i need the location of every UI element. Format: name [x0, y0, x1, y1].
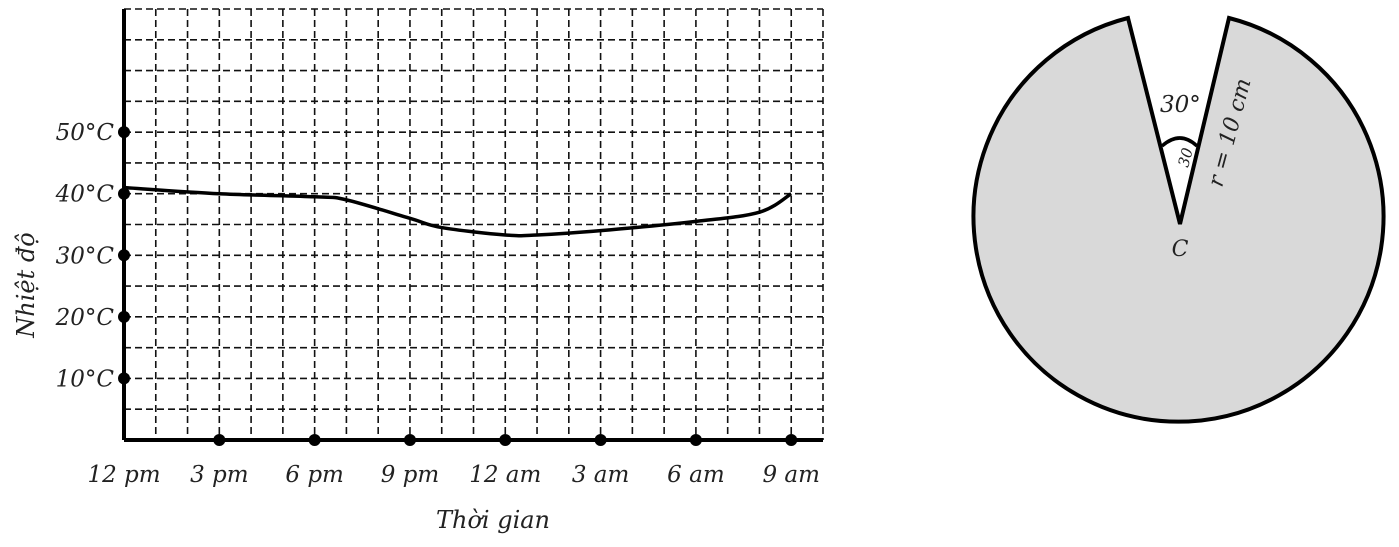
temperature-chart: 10°C 20°C 30°C 40°C 50°C 12 pm 3 pm 6 pm 9 pm 12 … — [12, 8, 824, 534]
x-tick-label: 3 pm — [190, 462, 248, 488]
x-tick-label: 12 pm — [87, 462, 160, 488]
y-tick-dot — [118, 372, 130, 385]
x-tick-dot — [785, 434, 798, 446]
y-tick-dot — [118, 126, 130, 139]
x-tick-label: 9 am — [762, 462, 819, 488]
x-tick-label: 9 pm — [381, 462, 439, 488]
x-tick-label: 12 am — [469, 462, 541, 488]
y-tick-label: 20°C — [55, 305, 115, 331]
circle-sector-shape — [971, 15, 1386, 424]
chart-grid — [124, 8, 824, 440]
x-tick-dot — [499, 434, 512, 446]
y-tick-label: 10°C — [56, 366, 115, 392]
x-tick-label: 6 am — [667, 462, 724, 488]
y-tick-label: 50°C — [56, 120, 115, 146]
sector-figure: 30° 30 r = 10 cm C — [971, 15, 1386, 424]
y-axis-title: Nhiệt độ — [12, 232, 40, 338]
y-tick-label: 40°C — [55, 182, 115, 208]
x-tick-dot — [689, 434, 702, 446]
y-tick-dot — [118, 310, 130, 323]
y-tick-dot — [118, 187, 130, 200]
y-tick-label: 30°C — [56, 243, 115, 269]
x-tick-dot — [403, 434, 416, 446]
x-tick-dot — [594, 434, 607, 446]
x-tick-dot — [308, 434, 321, 446]
angle-arc — [1160, 136, 1199, 148]
x-axis-title: Thời gian — [436, 506, 550, 534]
y-tick-dot — [118, 249, 130, 262]
series-line-temperature — [123, 185, 793, 238]
small-angle-label: 30 — [1174, 145, 1196, 169]
center-label: C — [1172, 237, 1189, 262]
x-tick-label: 6 pm — [285, 462, 343, 488]
x-tick-label: 3 am — [572, 462, 629, 488]
x-tick-dot — [213, 434, 226, 446]
angle-label: 30° — [1160, 92, 1201, 118]
